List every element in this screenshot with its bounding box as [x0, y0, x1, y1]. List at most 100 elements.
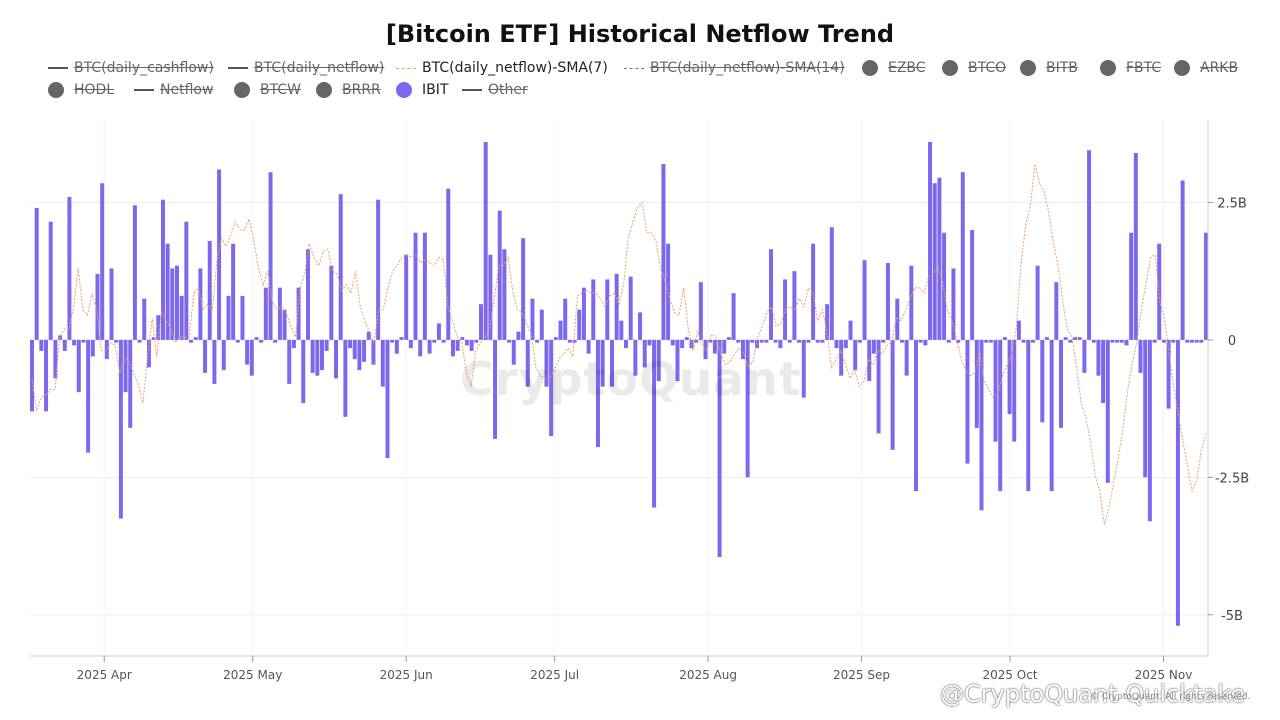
ibit-bar	[731, 293, 736, 340]
ibit-bar	[942, 232, 947, 340]
ibit-bar	[638, 312, 643, 340]
ibit-bar	[712, 339, 717, 354]
ibit-bar	[142, 298, 147, 340]
legend-item-btcw[interactable]: BTCW	[234, 82, 301, 98]
ibit-bar	[109, 268, 114, 340]
ibit-bar	[455, 339, 460, 351]
ibit-bar	[249, 339, 254, 376]
ibit-bar	[226, 295, 231, 340]
ibit-bar	[652, 339, 657, 508]
ibit-bar	[95, 273, 100, 340]
ibit-bar	[670, 339, 675, 346]
legend-dot-symbol	[1174, 60, 1190, 76]
legend-item-btco[interactable]: BTCO	[942, 60, 1006, 76]
ibit-bar	[385, 339, 390, 459]
sma7-line-layer	[31, 163, 1207, 525]
ibit-bar	[1129, 232, 1134, 340]
ibit-bar	[717, 339, 722, 558]
ibit-bar	[876, 339, 881, 434]
legend-label: BRRR	[342, 82, 381, 98]
legend-item-netflow[interactable]: Netflow	[134, 82, 213, 98]
legend-item-fbtc[interactable]: FBTC	[1100, 60, 1161, 76]
y-tick-label: -2.5B	[1215, 471, 1249, 486]
ibit-bar	[446, 188, 451, 340]
x-tick-label: 2025 Nov	[1135, 668, 1193, 682]
watermark: CryptoQuant	[460, 352, 802, 406]
legend-dot-symbol	[942, 60, 958, 76]
ibit-bar	[511, 339, 516, 365]
ibit-bar	[231, 243, 236, 340]
ibit-bar	[773, 339, 778, 343]
ibit-bar	[736, 339, 741, 343]
legend-item-btc-daily-netflow-sma-7[interactable]: BTC(daily_netflow)-SMA(7)	[396, 60, 608, 76]
ibit-bar	[165, 243, 170, 340]
ibit-bar	[291, 339, 296, 349]
ibit-bar	[296, 287, 301, 340]
ibit-bar	[1073, 337, 1078, 340]
legend-item-btc-daily-netflow-sma-14[interactable]: BTC(daily_netflow)-SMA(14)	[624, 60, 845, 76]
x-tick-label: 2025 Jun	[380, 668, 433, 682]
ibit-bar	[1059, 339, 1063, 428]
ibit-bar	[759, 339, 764, 343]
ibit-bar	[1040, 339, 1045, 423]
ibit-bar	[245, 339, 250, 365]
legend-item-ibit[interactable]: IBIT	[396, 82, 448, 98]
ibit-bar	[1091, 339, 1096, 343]
legend-item-btc-daily-cashflow[interactable]: BTC(daily_cashflow)	[48, 60, 214, 76]
ibit-bar	[123, 339, 128, 393]
ibit-bar	[811, 243, 816, 340]
ibit-bar	[399, 337, 404, 340]
ibit-bar	[380, 339, 385, 387]
legend-item-other[interactable]: Other	[462, 82, 528, 98]
ibit-bar	[483, 141, 488, 340]
ibit-bar	[507, 339, 512, 343]
ibit-bar	[815, 339, 820, 343]
ibit-bar	[156, 315, 161, 340]
ibit-bar	[460, 337, 465, 340]
ibit-bar	[203, 339, 208, 373]
attribution-text: @CryptoQuant Quicktake	[940, 680, 1246, 708]
ibit-bar	[521, 238, 526, 340]
ibit-bar	[1002, 337, 1007, 340]
copyright-text: © CryptoQuant. All rights reserved.	[1090, 692, 1251, 702]
ibit-bar	[549, 339, 554, 437]
legend-item-brrr[interactable]: BRRR	[316, 82, 381, 98]
legend-dot-symbol	[316, 82, 332, 98]
ibit-bar	[212, 339, 217, 384]
ibit-bar	[628, 276, 633, 340]
ibit-bar	[885, 262, 890, 340]
legend-item-btc-daily-netflow[interactable]: BTC(daily_netflow)	[228, 60, 384, 76]
legend-item-hodl[interactable]: HODL	[48, 82, 114, 98]
ibit-bar	[76, 339, 81, 393]
legend-label: EZBC	[888, 60, 926, 76]
ibit-bar	[1180, 180, 1185, 340]
ibit-bar	[324, 339, 329, 351]
ibit-bar	[343, 339, 348, 417]
ibit-bar	[1185, 339, 1190, 343]
legend-item-arkb[interactable]: ARKB	[1174, 60, 1238, 76]
ibit-bar	[558, 320, 563, 340]
legend-label: BTCW	[260, 82, 301, 98]
legend-item-ezbc[interactable]: EZBC	[862, 60, 926, 76]
ibit-bar	[418, 339, 423, 357]
ibit-bar	[1147, 339, 1152, 522]
ibit-bar	[694, 339, 699, 343]
ibit-bar	[516, 331, 521, 340]
ibit-bar	[797, 339, 802, 343]
ibit-bar	[544, 339, 549, 387]
ibit-bar	[221, 339, 226, 371]
ibit-bar	[217, 169, 222, 340]
ibit-bar	[1194, 339, 1199, 343]
sma7-line	[31, 163, 1207, 525]
legend-label: BTC(daily_netflow)	[254, 60, 385, 76]
ibit-bar	[282, 309, 287, 340]
ibit-bar	[684, 337, 689, 340]
grid	[30, 120, 1208, 656]
ibit-bar	[90, 339, 95, 357]
ibit-bar	[62, 339, 67, 351]
ibit-bar	[778, 339, 783, 349]
legend-item-bitb[interactable]: BITB	[1020, 60, 1078, 76]
legend-label: Netflow	[160, 82, 214, 98]
y-tick-label: 2.5B	[1217, 196, 1247, 211]
